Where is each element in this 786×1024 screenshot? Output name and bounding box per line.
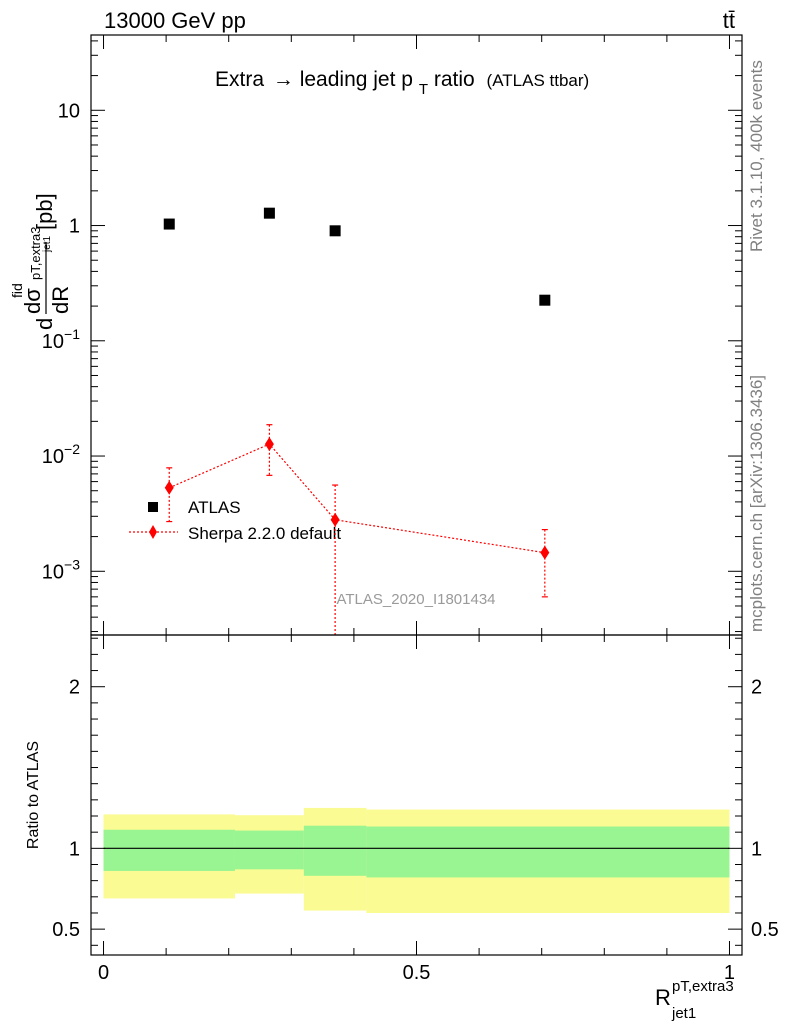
- legend-label-atlas: ATLAS: [188, 498, 241, 517]
- ylabel-d: d: [32, 318, 57, 330]
- main-ytick-base: 10: [42, 561, 64, 583]
- legend-marker-sherpa: [149, 525, 157, 539]
- main-ytick-label: 10−2: [42, 441, 80, 468]
- ratio-xtick-label: 1: [724, 962, 735, 984]
- atlas-point: [329, 225, 341, 237]
- ylabel-fid: fid: [9, 283, 25, 298]
- sherpa-point: [330, 512, 340, 527]
- ylabel-unit: [pb]: [32, 193, 57, 230]
- main-panel: Extra → leading jet p T ratio (ATLAS ttb…: [9, 34, 743, 636]
- mcplots-label: mcplots.cern.ch [arXiv:1306.3436]: [747, 375, 766, 632]
- legend-label-sherpa: Sherpa 2.2.0 default: [188, 524, 341, 543]
- main-ytick-label: 1: [69, 216, 80, 238]
- ratio-ytick-label-left: 0.5: [52, 919, 80, 941]
- ratio-xtick-label: 0: [98, 962, 109, 984]
- main-data-marks: [163, 207, 551, 635]
- main-ytick-base: 10: [42, 331, 64, 353]
- ratio-inner-band: [366, 826, 730, 878]
- ratio-ytick-label-right: 2: [751, 677, 762, 699]
- main-title: Extra → leading jet p T ratio (ATLAS ttb…: [215, 68, 589, 99]
- analysis-watermark: ATLAS_2020_I1801434: [336, 591, 495, 608]
- ratio-tick-labels: 2 2 1 1 0.5 0.5 0 0.5 1: [52, 677, 779, 984]
- ratio-panel: 2 2 1 1 0.5 0.5 0 0.5 1 Ratio to ATLAS R pT,extr…: [25, 634, 779, 1022]
- xlabel-r: R: [655, 985, 671, 1010]
- sherpa-point: [540, 545, 550, 560]
- ratio-inner-band: [234, 830, 304, 870]
- main-ytick-label: 10: [58, 100, 80, 122]
- ratio-xtick-label: 0.5: [403, 962, 431, 984]
- title-subscript: T: [419, 81, 428, 98]
- main-ytick-exponent: −2: [64, 441, 80, 457]
- ratio-bands: [103, 807, 730, 913]
- ylabel-dr: dR: [48, 286, 73, 314]
- main-ytick-exponent: −1: [64, 326, 80, 342]
- atlas-point: [263, 207, 275, 219]
- ratio-frame: [90, 634, 743, 956]
- main-ytick-exponent: −3: [64, 556, 80, 572]
- beam-label: 13000 GeV pp: [104, 8, 246, 33]
- rivet-version-label: Rivet 3.1.10, 400k events: [747, 60, 766, 252]
- xlabel-superscript: pT,extra3: [672, 978, 734, 995]
- ratio-inner-band: [103, 829, 235, 871]
- ratio-ylabel: Ratio to ATLAS: [25, 741, 42, 849]
- title-part-ratio: ratio: [434, 68, 475, 91]
- xlabel-subscript: jet1: [671, 1005, 696, 1022]
- process-label: tt̄: [723, 8, 735, 33]
- title-note: (ATLAS ttbar): [487, 71, 590, 90]
- main-ticks: [91, 35, 742, 635]
- ratio-ytick-label-left: 1: [69, 838, 80, 860]
- atlas-point: [163, 218, 175, 230]
- sherpa-point: [164, 480, 174, 495]
- ratio-ticks: [91, 635, 742, 955]
- ratio-xlabel: R pT,extra3 jet1: [655, 978, 734, 1022]
- ratio-inner-band: [303, 825, 367, 876]
- ratio-ytick-label-right: 0.5: [751, 919, 779, 941]
- legend-marker-atlas: [148, 502, 158, 512]
- main-ytick-base: 10: [42, 446, 64, 468]
- main-ytick-label: 10−3: [42, 556, 80, 583]
- title-part-extra: Extra: [215, 68, 264, 91]
- title-part-leading: leading jet p: [300, 68, 413, 91]
- ratio-ytick-label-left: 2: [69, 677, 80, 699]
- main-ylabel: d dσ fid dR pT,extra3 jet1 [pb]: [9, 193, 73, 330]
- ylabel-dsigma: dσ: [20, 288, 45, 314]
- ratio-ytick-label-right: 1: [751, 838, 762, 860]
- main-frame: [90, 34, 743, 636]
- atlas-point: [539, 294, 551, 306]
- main-ytick-label: 10−1: [42, 326, 80, 353]
- ylabel-subscript: jet1: [42, 235, 53, 253]
- legend: ATLAS Sherpa 2.2.0 default: [129, 498, 341, 543]
- title-arrow: →: [273, 68, 294, 91]
- ylabel-superscript: pT,extra3: [28, 227, 43, 280]
- sherpa-point: [264, 437, 274, 452]
